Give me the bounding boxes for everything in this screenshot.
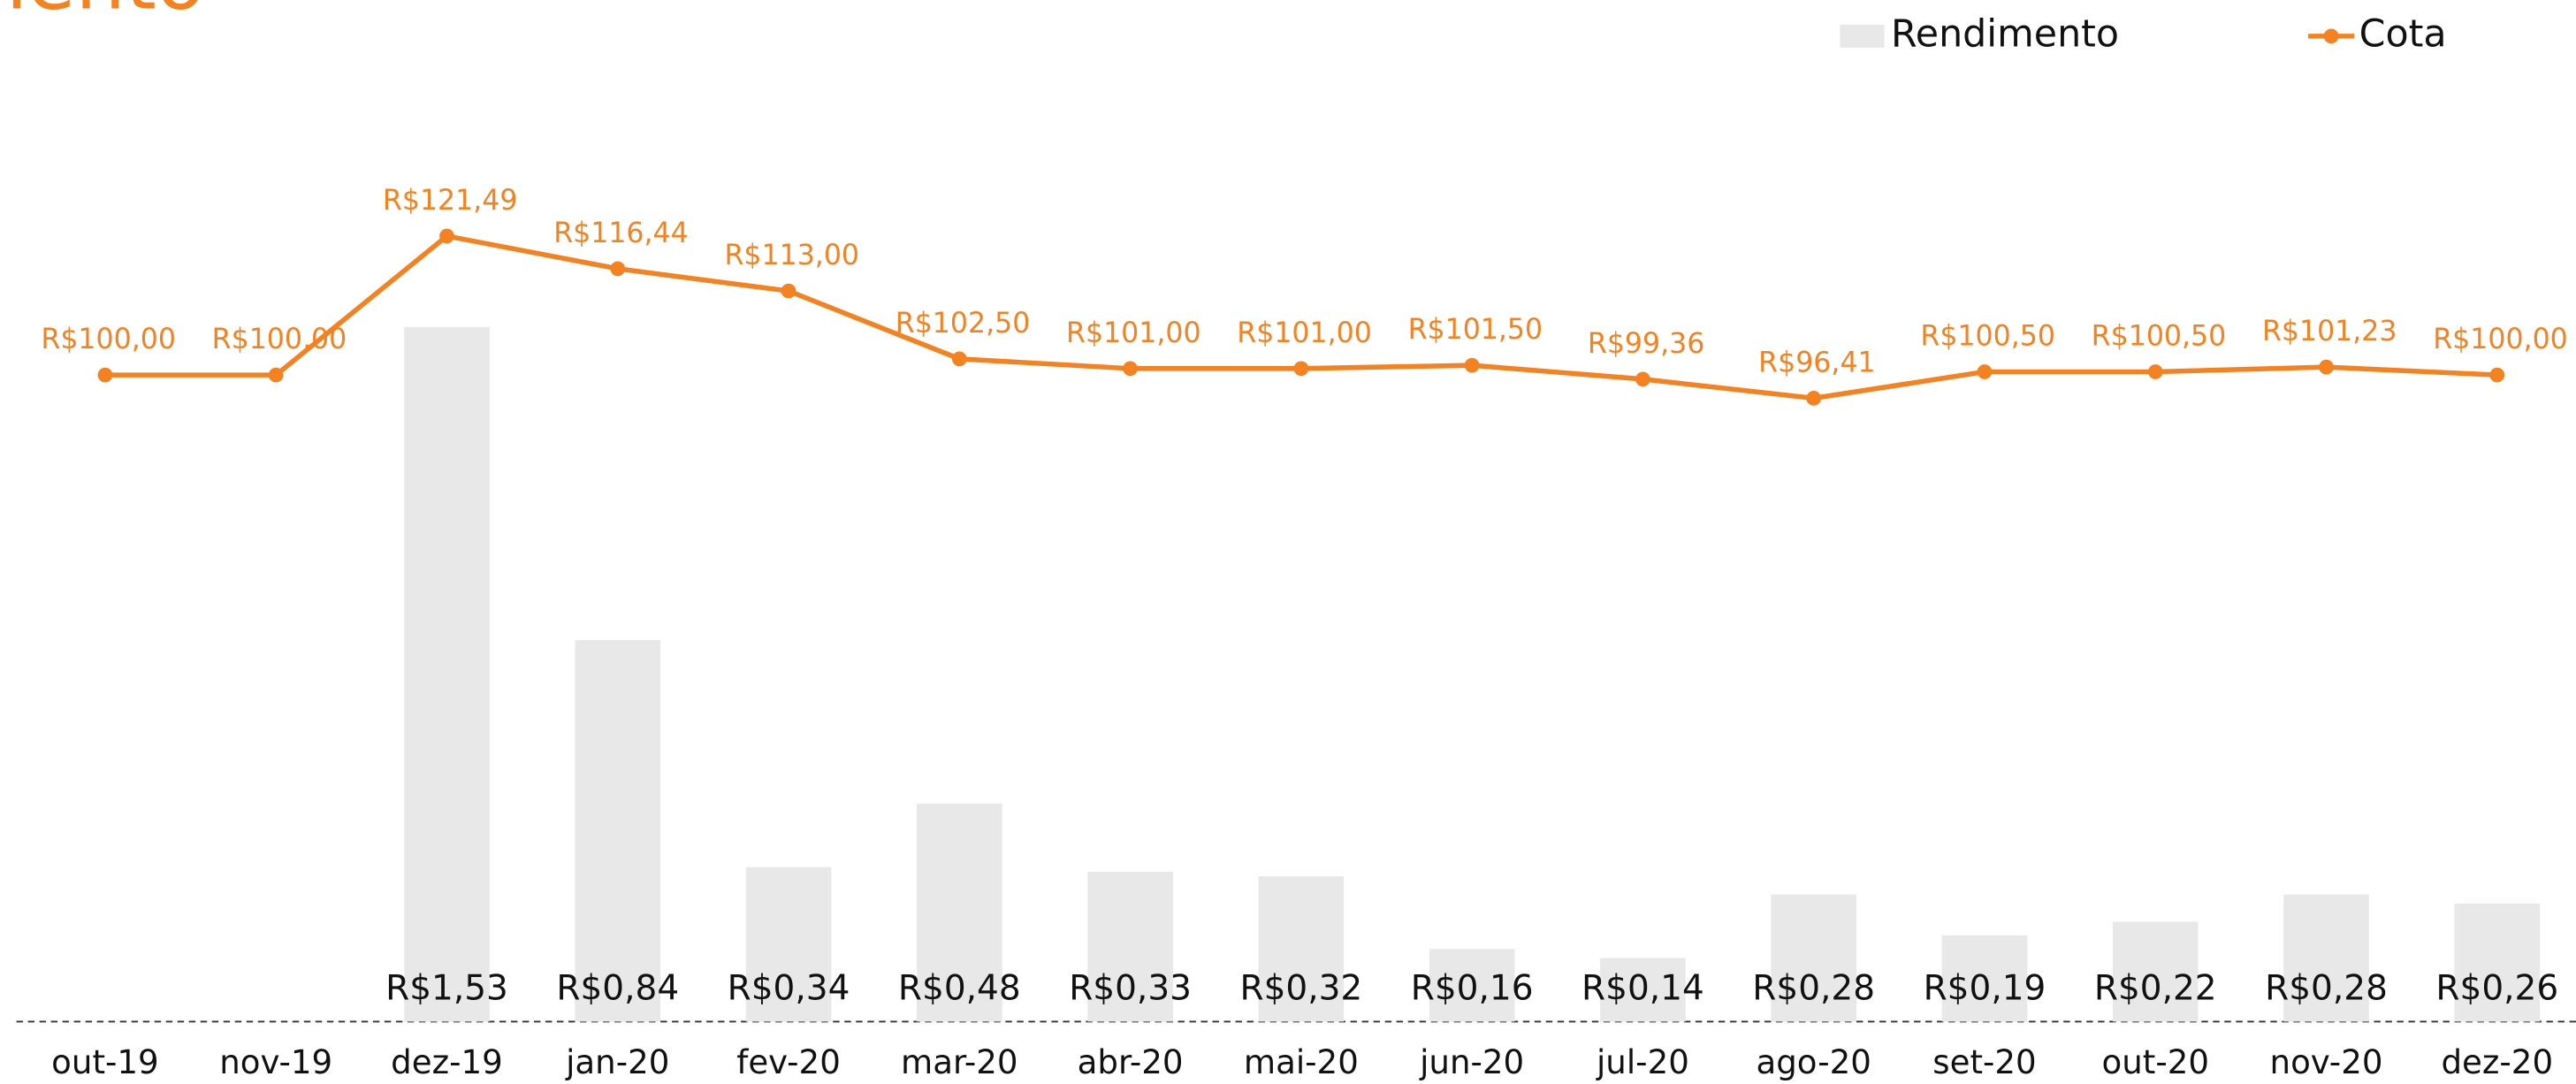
line-point [781,283,796,299]
line-value-label: R$100,00 [41,324,176,355]
line-value-label: R$101,23 [2262,316,2397,347]
x-tick-label: nov-19 [219,1043,332,1081]
line-value-label: R$100,00 [2433,324,2568,355]
bar-value-label: R$0,32 [1239,969,1362,1009]
bar [1600,958,1686,1022]
bar-value-label: R$0,14 [1581,969,1704,1009]
line-value-label: R$99,36 [1588,328,1704,360]
x-tick-label: set-20 [1932,1043,2036,1081]
bar-value-label: R$0,22 [2094,969,2217,1009]
bar [1429,949,1515,1022]
bar [1087,871,1173,1022]
x-tick-label: jan-20 [565,1043,669,1081]
bar [2283,894,2369,1022]
bar-value-label: R$0,19 [1924,969,2046,1009]
line-value-label: R$100,00 [212,324,347,355]
x-tick-label: dez-20 [2441,1043,2553,1081]
line-point [2147,364,2163,379]
line-value-label: R$102,50 [896,308,1031,340]
line-point [439,228,454,244]
bar [404,326,490,1022]
bar [745,866,832,1022]
line-point [1635,371,1650,387]
line-point [268,367,284,383]
line-value-label: R$96,41 [1758,347,1875,378]
x-tick-label: mai-20 [1244,1043,1359,1081]
x-tick-label: ago-20 [1756,1043,1871,1081]
bar [2454,903,2541,1022]
bar-value-label: R$0,28 [2265,969,2388,1009]
x-tick-label: dez-19 [391,1043,503,1081]
x-tick-label: abr-20 [1078,1043,1184,1081]
line-point [2319,359,2334,375]
line-value-label: R$113,00 [724,240,859,271]
line-value-label: R$101,00 [1066,317,1201,349]
line-point [1977,364,1993,379]
x-tick-label: fev-20 [736,1043,841,1081]
line-value-label: R$101,50 [1408,314,1543,346]
bar-value-label: R$0,26 [2435,969,2558,1009]
bar-value-label: R$1,53 [385,969,508,1009]
line-value-label: R$101,00 [1237,317,1372,349]
x-tick-label: out-20 [2101,1043,2209,1081]
x-tick-label: jun-20 [1419,1043,1524,1081]
bar [2112,921,2199,1022]
line-point [97,367,113,383]
line-point [1806,391,1822,406]
x-tick-label: mar-20 [901,1043,1018,1081]
line-point [1123,361,1138,377]
legend-label: Cota [2359,11,2447,56]
bar [916,803,1002,1022]
line-point [1464,357,1480,373]
line-value-label: R$100,50 [1920,320,2055,352]
legend-swatch [1840,24,1885,48]
bar [1941,935,2028,1022]
x-tick-label: jul-20 [1596,1043,1689,1081]
bar-value-label: R$0,16 [1411,969,1534,1009]
line-point [610,261,626,277]
line-point [2489,367,2505,383]
bar-value-label: R$0,28 [1752,969,1875,1009]
line-point [1293,361,1309,377]
bar-value-label: R$0,48 [898,969,1021,1009]
bar [1258,876,1345,1022]
x-tick-label: out-19 [51,1043,159,1081]
bar-value-label: R$0,33 [1069,969,1192,1009]
bar [575,640,661,1022]
bar [1771,894,1857,1022]
bar-value-label: R$0,34 [728,969,850,1009]
line-value-label: R$100,50 [2092,320,2227,352]
line-value-label: R$116,44 [553,218,689,249]
line-value-label: R$121,49 [383,185,518,217]
legend-label: Rendimento [1891,11,2119,56]
x-tick-label: nov-20 [2270,1043,2383,1081]
chart-title: nento [0,0,204,28]
bar-value-label: R$0,84 [556,969,679,1009]
legend-swatch [2323,28,2339,44]
line-point [951,351,967,367]
